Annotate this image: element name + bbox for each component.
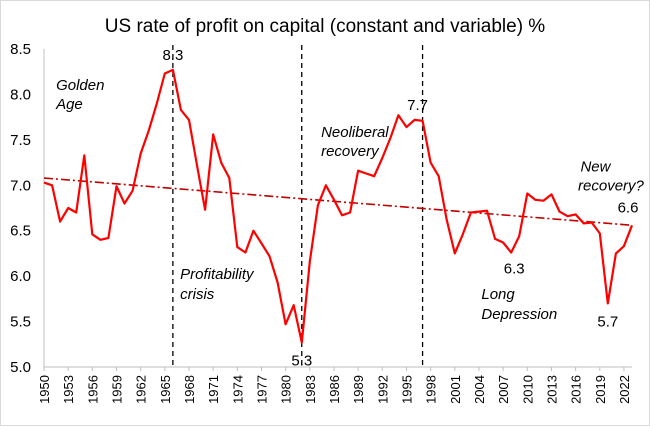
x-tick-label: 1959 xyxy=(109,375,124,404)
trend-line-group xyxy=(43,177,633,227)
x-tick-label: 1965 xyxy=(158,375,173,404)
x-tick-label: 1977 xyxy=(254,375,269,404)
y-tick-label: 5.0 xyxy=(10,359,31,376)
annotation-text: Long xyxy=(481,286,515,303)
annotations: Golden Age Profitability crisis Neoliberal re… xyxy=(55,77,644,323)
x-tick-label: 2007 xyxy=(496,375,511,404)
profit-rate-line xyxy=(43,68,634,344)
annotation-text: New xyxy=(580,159,611,176)
x-tick-label: 1962 xyxy=(134,375,149,404)
y-tick-label: 8.5 xyxy=(10,41,31,58)
x-tick-label: 2010 xyxy=(520,375,535,404)
annotation-text: recovery? xyxy=(578,178,645,195)
y-tick-label: 6.0 xyxy=(10,268,31,285)
annotation-text: Profitability xyxy=(180,266,255,283)
axes: 5.0 5.5 6.0 6.5 7.0 7.5 8.0 8.5 1950 1953 1956 1959… xyxy=(10,41,632,404)
x-tick-label: 2013 xyxy=(544,375,559,404)
trend-line xyxy=(43,177,633,227)
annotation-text: Golden xyxy=(56,77,104,94)
annotation-text: Age xyxy=(55,96,83,113)
x-tick-label: 2016 xyxy=(569,375,584,404)
data-label: 7.7 xyxy=(407,97,428,114)
y-tick-label: 7.5 xyxy=(10,132,31,149)
data-label: 8.3 xyxy=(162,47,183,64)
annotation-text: Depression xyxy=(481,306,557,323)
x-tick-label: 2001 xyxy=(448,375,463,404)
annotation-text: Neoliberal xyxy=(321,124,389,141)
x-tick-label: 1953 xyxy=(61,375,76,404)
x-tick-label: 1986 xyxy=(327,375,342,404)
chart-title: US rate of profit on capital (constant a… xyxy=(105,16,546,37)
x-tick-label: 1992 xyxy=(375,375,390,404)
x-tick-label: 2019 xyxy=(593,375,608,404)
y-tick-label: 6.5 xyxy=(10,223,31,240)
x-tick-label: 1995 xyxy=(399,375,414,404)
x-tick-label: 1974 xyxy=(230,375,245,404)
x-tick-label: 1998 xyxy=(424,375,439,404)
x-tick-label: 1971 xyxy=(206,375,221,404)
x-tick-label: 1956 xyxy=(85,375,100,404)
y-tick-label: 7.0 xyxy=(10,177,31,194)
data-label: 5.7 xyxy=(597,313,618,330)
annotation-text: crisis xyxy=(180,286,215,303)
x-tick-label: 2022 xyxy=(617,375,632,404)
data-label: 6.6 xyxy=(618,199,639,216)
x-tick-label: 1989 xyxy=(351,375,366,404)
data-label: 6.3 xyxy=(504,261,525,278)
annotation-text: recovery xyxy=(321,143,380,160)
series-group xyxy=(43,68,634,344)
x-tick-label: 2004 xyxy=(472,375,487,404)
x-tick-label: 1980 xyxy=(279,375,294,404)
x-tick-label: 1968 xyxy=(182,375,197,404)
y-tick-label: 5.5 xyxy=(10,314,31,331)
x-tick-label: 1950 xyxy=(37,375,52,404)
x-tick-label: 1983 xyxy=(303,375,318,404)
y-tick-label: 8.0 xyxy=(10,86,31,103)
data-label: 5.3 xyxy=(291,352,312,369)
data-labels: 8.3 5.3 7.7 6.3 5.7 6.6 xyxy=(162,47,638,370)
